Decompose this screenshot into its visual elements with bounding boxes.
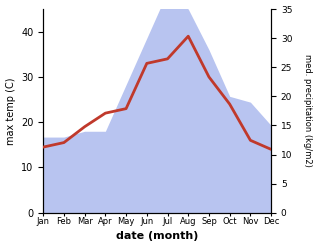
X-axis label: date (month): date (month)	[116, 231, 198, 242]
Y-axis label: med. precipitation (kg/m2): med. precipitation (kg/m2)	[303, 54, 313, 167]
Y-axis label: max temp (C): max temp (C)	[5, 77, 16, 145]
